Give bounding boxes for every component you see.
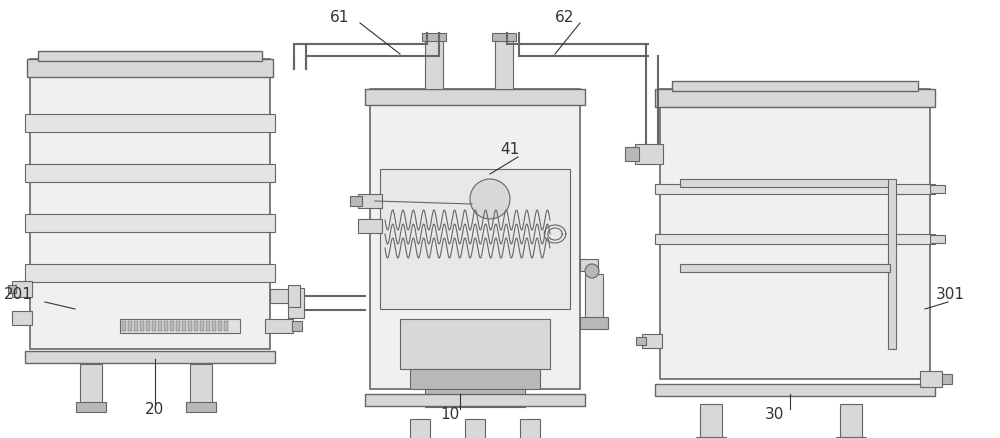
Bar	[164, 321, 168, 331]
Bar	[270, 290, 292, 303]
Text: 301: 301	[936, 287, 964, 302]
Bar	[580, 259, 598, 272]
Bar	[292, 321, 302, 331]
Bar	[680, 180, 890, 187]
Bar	[8, 285, 16, 293]
Bar	[930, 236, 945, 244]
Bar	[840, 404, 862, 438]
Bar	[76, 402, 106, 412]
Bar	[585, 274, 603, 319]
Bar	[25, 215, 275, 233]
Text: 62: 62	[555, 11, 575, 25]
Bar	[635, 145, 663, 165]
Bar	[350, 197, 362, 207]
Bar	[194, 321, 198, 331]
Bar	[410, 369, 540, 389]
Bar	[700, 404, 722, 438]
Bar	[642, 334, 662, 348]
Bar	[580, 317, 608, 329]
Bar	[128, 321, 132, 331]
Bar	[25, 265, 275, 283]
Bar	[380, 170, 570, 309]
Bar	[655, 234, 935, 244]
Bar	[190, 364, 212, 404]
Bar	[636, 337, 646, 345]
Text: 20: 20	[145, 402, 165, 417]
Bar	[200, 321, 204, 331]
Bar	[625, 148, 639, 162]
Bar	[655, 384, 935, 396]
Bar	[30, 60, 270, 349]
Bar	[134, 321, 138, 331]
Bar	[152, 321, 156, 331]
Bar	[358, 194, 382, 208]
Bar	[146, 321, 150, 331]
Bar	[680, 265, 890, 272]
Bar	[836, 437, 866, 438]
Bar	[80, 364, 102, 404]
Bar	[696, 437, 726, 438]
Bar	[25, 351, 275, 363]
Bar	[25, 165, 275, 183]
Text: 30: 30	[765, 406, 785, 421]
Bar	[942, 374, 952, 384]
Circle shape	[470, 180, 510, 219]
Bar	[12, 311, 32, 325]
Bar	[920, 371, 942, 387]
Bar	[182, 321, 186, 331]
Bar	[655, 184, 935, 194]
Bar	[288, 288, 304, 318]
Bar	[520, 419, 540, 438]
Bar	[120, 319, 240, 333]
Bar	[212, 321, 216, 331]
Bar	[492, 34, 516, 42]
Bar	[655, 90, 935, 108]
Bar	[425, 389, 525, 407]
Bar	[422, 34, 446, 42]
Bar	[465, 419, 485, 438]
Bar	[170, 321, 174, 331]
Bar	[365, 394, 585, 406]
Text: 61: 61	[330, 11, 350, 25]
Text: 10: 10	[440, 406, 460, 421]
Bar	[660, 90, 930, 379]
Bar	[140, 321, 144, 331]
Bar	[425, 40, 443, 90]
Bar	[370, 90, 580, 389]
Bar	[12, 281, 32, 297]
Bar	[188, 321, 192, 331]
Bar	[176, 321, 180, 331]
Bar	[206, 321, 210, 331]
Bar	[672, 82, 918, 92]
Text: 201: 201	[4, 287, 32, 302]
Bar	[122, 321, 126, 331]
Bar	[265, 319, 293, 333]
Bar	[400, 319, 550, 369]
Bar	[158, 321, 162, 331]
Bar	[930, 186, 945, 194]
Bar	[358, 219, 382, 233]
Bar	[27, 60, 273, 78]
Bar	[288, 285, 300, 307]
Circle shape	[585, 265, 599, 279]
Bar	[495, 40, 513, 90]
Text: 41: 41	[500, 142, 520, 157]
Bar	[888, 180, 896, 349]
Bar	[365, 90, 585, 106]
Bar	[186, 402, 216, 412]
Bar	[38, 52, 262, 62]
Bar	[218, 321, 222, 331]
Bar	[224, 321, 228, 331]
Bar	[410, 419, 430, 438]
Bar	[25, 115, 275, 133]
